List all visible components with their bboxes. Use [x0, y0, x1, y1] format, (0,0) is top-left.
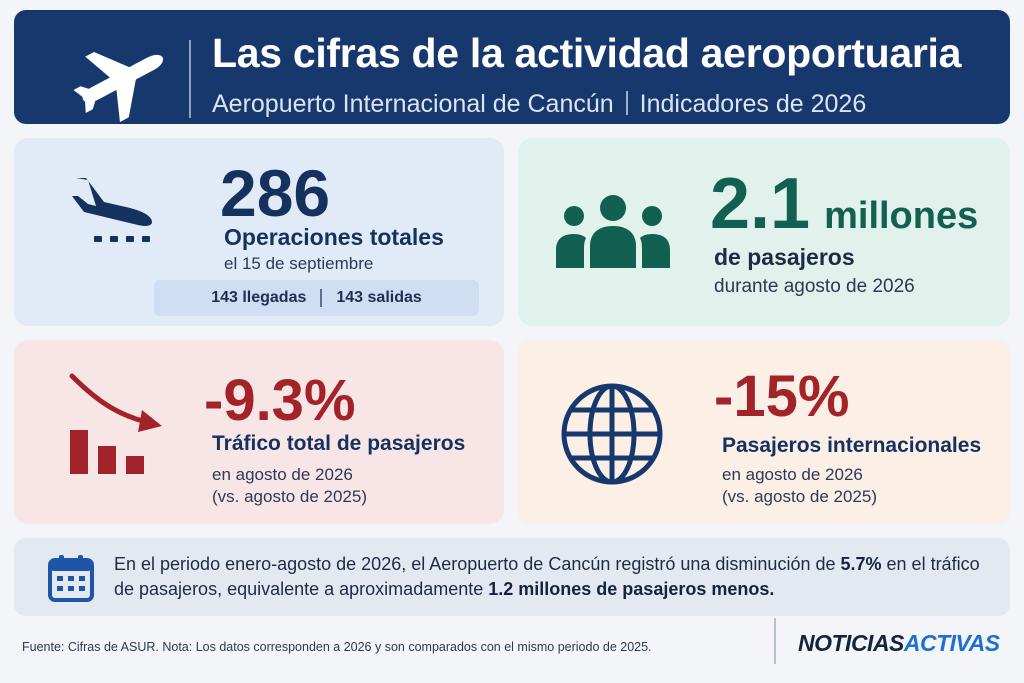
header-divider — [189, 40, 191, 118]
split-divider — [320, 289, 323, 307]
summary-part2: en el tráfico de pasajeros, equivalente … — [114, 554, 980, 599]
international-card: -15% Pasajeros internacionales en agosto… — [518, 340, 1010, 524]
traffic-month: en agosto de 2026 — [212, 465, 353, 484]
operations-card: 286 Operaciones totales el 15 de septiem… — [14, 138, 504, 326]
international-month: en agosto de 2026 — [722, 465, 863, 484]
subtitle-separator — [625, 91, 628, 115]
traffic-period: en agosto de 2026 (vs. agosto de 2025) — [212, 464, 367, 508]
traffic-comparison: (vs. agosto de 2025) — [212, 487, 367, 506]
people-icon — [556, 195, 670, 268]
brand-part1: NOTICIAS — [798, 630, 904, 656]
summary-part1: En el periodo enero-agosto de 2026, el A… — [114, 554, 841, 574]
traffic-card: -9.3% Tráfico total de pasajeros en agos… — [14, 340, 504, 524]
passengers-period: durante agosto de 2026 — [714, 276, 915, 297]
summary-millions: 1.2 millones de pasajeros menos. — [488, 579, 775, 599]
passengers-number: 2.1 — [710, 164, 811, 244]
globe-icon — [561, 383, 663, 485]
declining-bar-chart-icon — [69, 373, 162, 474]
source-note: Fuente: Cifras de ASUR. Nota: Los datos … — [22, 640, 652, 654]
operations-date: el 15 de septiembre — [224, 254, 374, 273]
departures-count: 143 salidas — [336, 289, 422, 306]
airport-name: Aeropuerto Internacional de Cancún — [212, 90, 614, 118]
arrivals-count: 143 llegadas — [211, 289, 307, 306]
calendar-icon — [48, 555, 94, 602]
indicators-year: Indicadores de 2026 — [639, 90, 867, 118]
airplane-icon — [73, 51, 164, 122]
brand-logo: NOTICIASACTIVAS — [798, 630, 1000, 657]
operations-value: 286 — [220, 156, 331, 230]
brand-part2: ACTIVAS — [903, 630, 1000, 656]
footer-divider — [774, 618, 776, 664]
arrivals-departures-box: 143 llegadas 143 salidas — [154, 280, 479, 316]
international-value: -15% — [714, 364, 850, 429]
plane-landing-icon — [72, 178, 152, 242]
international-label: Pasajeros internacionales — [722, 434, 982, 457]
passengers-card: 2.1 millones de pasajeros durante agosto … — [518, 138, 1010, 326]
page-subtitle: Aeropuerto Internacional de Cancún Indica… — [212, 90, 866, 119]
summary-percent: 5.7% — [840, 554, 882, 574]
international-period: en agosto de 2026 (vs. agosto de 2025) — [722, 464, 877, 508]
page-title: Las cifras de la actividad aeroportuaria — [212, 30, 962, 76]
operations-label: Operaciones totales — [224, 224, 444, 250]
header-banner: Las cifras de la actividad aeroportuaria… — [14, 10, 1010, 124]
summary-note: En el periodo enero-agosto de 2026, el A… — [14, 538, 1010, 616]
passengers-unit: millones — [824, 195, 979, 237]
summary-text: En el periodo enero-agosto de 2026, el A… — [114, 552, 994, 602]
passengers-value: 2.1 millones — [710, 168, 978, 240]
traffic-value: -9.3% — [204, 368, 356, 433]
traffic-label: Tráfico total de pasajeros — [212, 432, 466, 455]
international-comparison: (vs. agosto de 2025) — [722, 487, 877, 506]
passengers-label: de pasajeros — [714, 244, 855, 270]
